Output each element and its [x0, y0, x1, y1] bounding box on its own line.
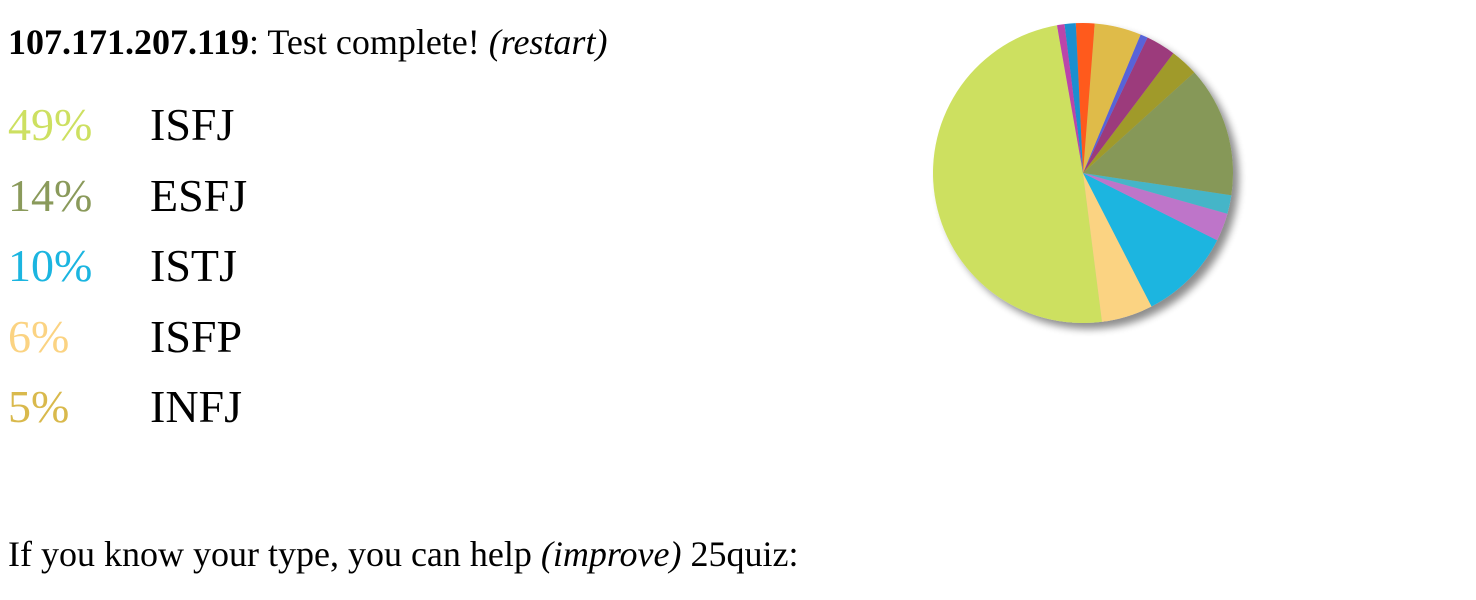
quiz-name-text: 25quiz: — [681, 534, 799, 574]
result-type: ESFJ — [150, 169, 248, 221]
pie-slice-13 — [1056, 24, 1083, 174]
result-type: ISFP — [150, 310, 243, 362]
improve-link[interactable]: (improve) — [540, 534, 682, 574]
help-text: If you know your type, you can help — [8, 534, 541, 574]
result-type: INFJ — [150, 381, 243, 432]
pie-slice-10 — [1083, 23, 1141, 174]
pie-slice-9 — [1083, 34, 1148, 174]
pie-slice-1 — [932, 25, 1103, 324]
pie-slice-11 — [1075, 22, 1095, 173]
pie-slice-2 — [1083, 173, 1152, 322]
personality-pie-chart — [928, 16, 1258, 346]
pie-slice-7 — [1083, 53, 1195, 174]
result-header: 107.171.207.119: Test complete! (restart… — [8, 20, 607, 64]
pie-slice-6 — [1083, 72, 1234, 196]
result-type: ISFJ — [150, 99, 235, 150]
pie-slice-8 — [1083, 37, 1174, 173]
test-complete-message: Test complete! — [259, 22, 489, 62]
result-percent: 10% — [8, 240, 93, 291]
result-percent: 14% — [8, 169, 93, 221]
result-percent: 5% — [8, 381, 70, 432]
pie-slice-4 — [1083, 173, 1228, 241]
header-separator: : — [249, 22, 260, 62]
result-type: ISTJ — [150, 240, 237, 291]
restart-link[interactable]: (restart) — [488, 22, 608, 62]
pie-slice-5 — [1083, 173, 1232, 214]
pie-slice-12 — [1064, 23, 1083, 174]
ip-address: 107.171.207.119 — [8, 22, 250, 62]
pie-slices — [932, 22, 1234, 324]
pie-chart-svg — [932, 22, 1234, 324]
result-percent: 49% — [8, 99, 93, 150]
pie-slice-3 — [1083, 173, 1218, 307]
help-improve-line: If you know your type, you can help (imp… — [8, 532, 798, 576]
result-percent: 6% — [8, 310, 70, 362]
